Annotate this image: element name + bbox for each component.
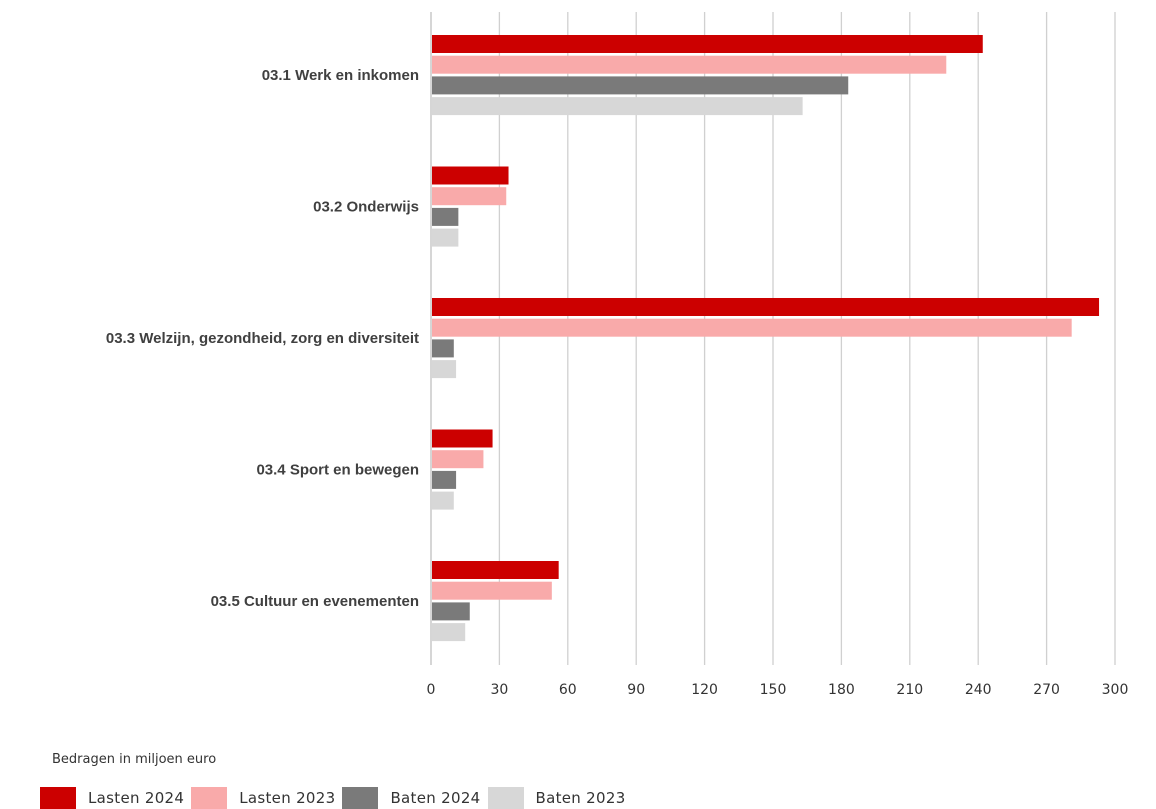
bar — [432, 76, 849, 95]
gridlines — [430, 12, 1116, 665]
x-tick-label: 210 — [896, 682, 923, 698]
category-labels: 03.1 Werk en inkomen 03.2 Onderwijs 03.3 W… — [106, 67, 419, 610]
bar — [432, 602, 470, 621]
category-label: 03.1 Werk en inkomen — [262, 67, 419, 84]
legend-label: Lasten 2023 — [239, 789, 336, 807]
bar — [432, 97, 803, 116]
bar — [432, 228, 459, 247]
bar — [432, 35, 983, 53]
legend-label: Baten 2024 — [390, 789, 481, 807]
bar — [432, 623, 466, 642]
x-tick-label: 180 — [828, 682, 855, 698]
bar — [432, 166, 509, 185]
bar — [432, 318, 1072, 337]
legend-item: Baten 2024 — [342, 787, 487, 809]
legend-swatch — [40, 787, 76, 809]
legend: Lasten 2024 Lasten 2023 Baten 2024 Baten 20… — [40, 787, 633, 809]
category-label: 03.3 Welzijn, gezondheid, zorg en divers… — [106, 330, 419, 347]
bar — [432, 429, 493, 448]
unit-note: Bedragen in miljoen euro — [52, 752, 217, 767]
x-tick-label: 120 — [691, 682, 718, 698]
x-tick-label: 270 — [1033, 682, 1060, 698]
legend-item: Lasten 2024 — [40, 787, 191, 809]
bar — [432, 450, 484, 469]
bar — [432, 298, 1100, 316]
bar — [432, 360, 457, 379]
bar — [432, 491, 454, 510]
bar — [432, 339, 454, 358]
legend-swatch — [191, 787, 228, 809]
category-label: 03.4 Sport en bewegen — [256, 462, 419, 479]
x-tick-label: 0 — [427, 682, 436, 698]
x-tick-label: 240 — [965, 682, 992, 698]
category-label: 03.5 Cultuur en evenementen — [211, 593, 419, 610]
x-tick-label: 300 — [1102, 682, 1129, 698]
x-axis-ticks: 0 30 60 90 120 150 180 210 240 270 300 — [427, 682, 1129, 698]
legend-item: Baten 2023 — [487, 787, 633, 809]
bar — [432, 470, 457, 489]
bar — [432, 207, 459, 226]
legend-label: Baten 2023 — [535, 789, 626, 807]
x-tick-label: 150 — [760, 682, 787, 698]
bar-chart: 03.1 Werk en inkomen 03.2 Onderwijs 03.3 W… — [106, 12, 1129, 698]
bar — [432, 55, 947, 74]
x-tick-label: 30 — [490, 682, 508, 698]
legend-item: Lasten 2023 — [191, 787, 342, 809]
bar — [432, 561, 559, 579]
x-tick-label: 60 — [559, 682, 577, 698]
category-label: 03.2 Onderwijs — [313, 199, 419, 216]
legend-swatch — [342, 787, 379, 809]
bars — [432, 35, 1100, 642]
legend-swatch — [487, 787, 524, 809]
legend-label: Lasten 2024 — [88, 789, 185, 807]
x-tick-label: 90 — [627, 682, 645, 698]
bar — [432, 581, 552, 600]
bar — [432, 187, 507, 206]
